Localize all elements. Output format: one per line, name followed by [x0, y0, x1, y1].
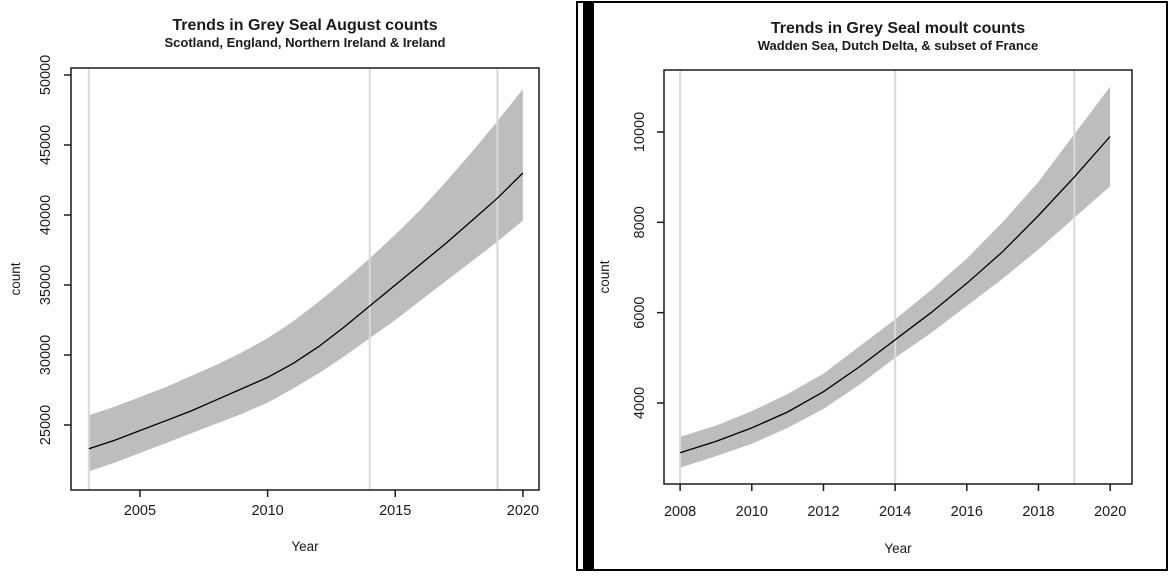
- y-tick-label: 45000: [38, 125, 54, 165]
- x-tick-label: 2008: [664, 504, 696, 520]
- x-tick-label: 2016: [951, 504, 983, 520]
- y-tick-label: 6000: [632, 297, 648, 329]
- chart-subtitle: Scotland, England, Northern Ireland & Ir…: [165, 35, 446, 50]
- moult-counts-plot: 2008 2010 2012 2014 2016 2018 2020 4000 6000 8000…: [597, 20, 1133, 556]
- y-tick-label: 4000: [632, 387, 648, 419]
- confidence-band: [680, 86, 1111, 468]
- panel-divider-bar: [583, 3, 594, 569]
- chart-subtitle: Wadden Sea, Dutch Delta, & subset of Fra…: [758, 38, 1039, 53]
- y-tick-label: 8000: [632, 206, 648, 238]
- x-axis-label: Year: [291, 539, 319, 554]
- x-tick-label: 2020: [1094, 504, 1126, 520]
- y-tick-label: 10000: [632, 112, 648, 152]
- chart-title: Trends in Grey Seal moult counts: [771, 20, 1025, 37]
- y-tick-label: 40000: [38, 195, 54, 235]
- chart-title: Trends in Grey Seal August counts: [172, 17, 437, 34]
- august-counts-panel: 2005 2010 2015 2020 25000 30000 35000 40000 4500…: [0, 0, 578, 577]
- moult-counts-panel: 2008 2010 2012 2014 2016 2018 2020 4000 6000 8000…: [576, 1, 1168, 571]
- x-tick-label: 2020: [507, 503, 539, 519]
- y-tick-label: 35000: [38, 265, 54, 305]
- x-tick-label: 2012: [807, 504, 839, 520]
- x-tick-label: 2018: [1022, 504, 1054, 520]
- x-tick-label: 2015: [379, 503, 411, 519]
- x-tick-label: 2005: [124, 503, 156, 519]
- confidence-band: [88, 89, 523, 472]
- x-tick-label: 2010: [251, 503, 283, 519]
- trend-line: [88, 172, 524, 450]
- x-axis-label: Year: [884, 541, 912, 556]
- x-tick-label: 2010: [736, 504, 768, 520]
- y-axis-label: count: [8, 262, 23, 295]
- x-tick-label: 2014: [879, 504, 911, 520]
- y-tick-label: 50000: [38, 55, 54, 95]
- y-tick-label: 30000: [38, 335, 54, 375]
- trend-line: [679, 136, 1111, 454]
- plot-frame: [70, 67, 540, 491]
- plot-frame: [663, 69, 1133, 485]
- y-axis-label: count: [597, 260, 612, 293]
- august-counts-plot: 2005 2010 2015 2020 25000 30000 35000 40000 4500…: [8, 17, 540, 554]
- y-tick-label: 25000: [38, 405, 54, 445]
